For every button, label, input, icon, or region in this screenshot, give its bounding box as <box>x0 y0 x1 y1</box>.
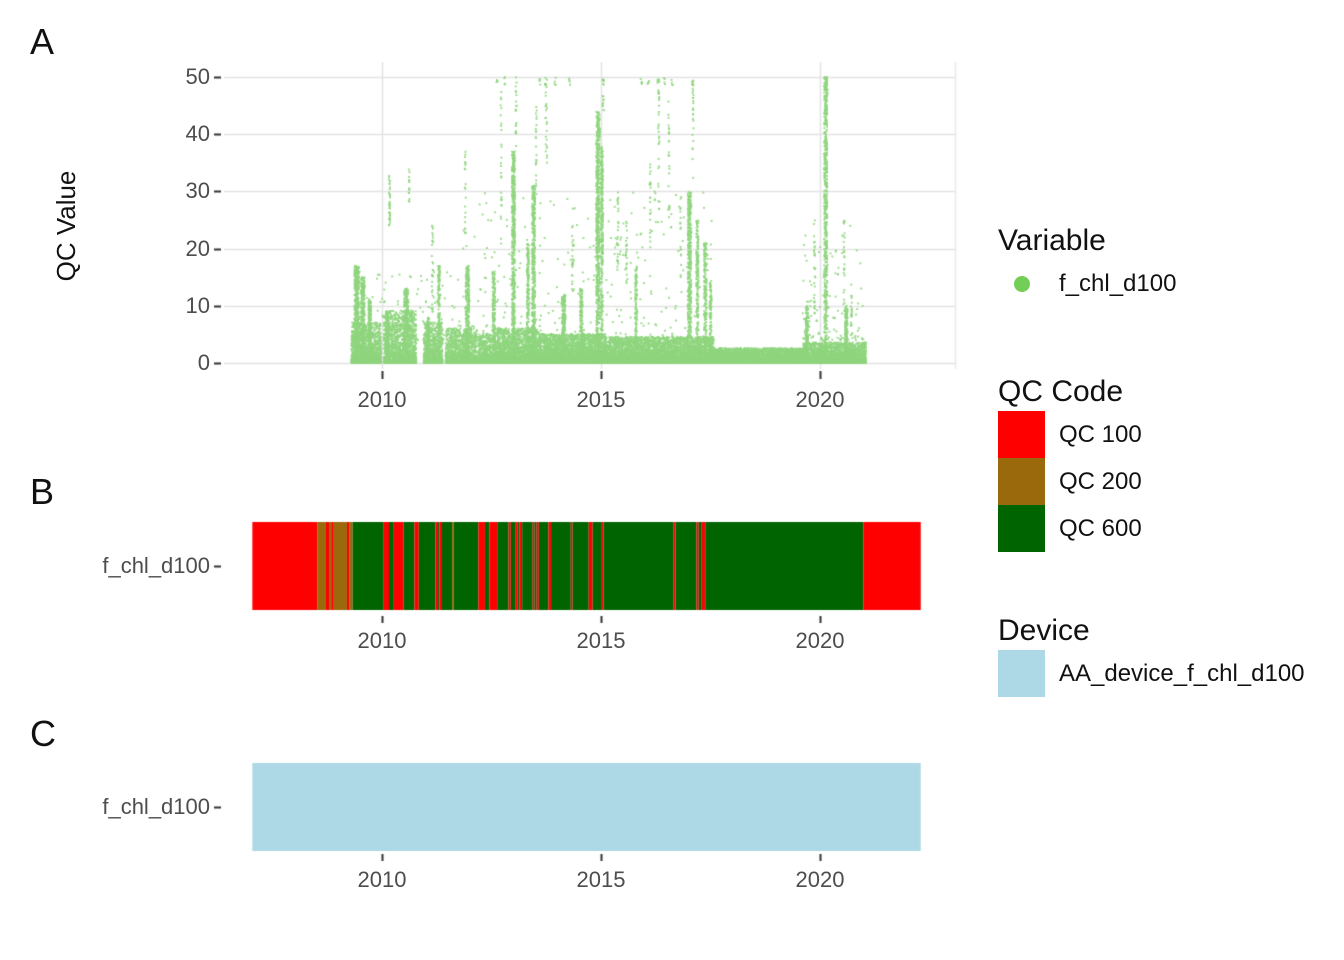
legend-qc-code-title: QC Code <box>998 375 1124 408</box>
panel-b-tag: B <box>30 471 55 512</box>
panel-a-y-tick-label: 30 <box>185 178 210 204</box>
legend-device: Device AA_device_f_chl_d100 <box>998 612 1305 697</box>
panel-c-x-tick-label: 2015 <box>576 867 626 892</box>
panel-a-x-tick-label: 2020 <box>795 387 845 412</box>
panel-c-x-tick-label: 2010 <box>357 867 407 892</box>
legend-variable-item-label: f_chl_d100 <box>1059 269 1177 297</box>
panel-a-tag: A <box>30 21 55 62</box>
variable-dot-icon <box>1013 275 1030 292</box>
legend-qc200-item: QC 200 <box>998 458 1142 505</box>
legend-variable-item: f_chl_d100 <box>998 260 1176 307</box>
legend-device-item: AA_device_f_chl_d100 <box>998 650 1305 697</box>
legend-qc100-item: QC 100 <box>998 411 1142 458</box>
qc200-swatch <box>998 458 1045 505</box>
panel-a-y-tick-label: 40 <box>185 121 210 147</box>
panel-b-x-tick-label: 2010 <box>357 628 407 653</box>
legend-device-item-label: AA_device_f_chl_d100 <box>1059 659 1305 687</box>
legend-qc600-item: QC 600 <box>998 505 1142 552</box>
legend-device-title: Device <box>998 614 1090 647</box>
legend-variable-title: Variable <box>998 224 1106 257</box>
panel-c-x-tick-label: 2020 <box>795 867 845 892</box>
panel-a-y-tick-label: 50 <box>185 64 210 89</box>
legend-qc600-label: QC 600 <box>1059 514 1142 542</box>
qc100-swatch <box>998 411 1045 458</box>
panel-a-x-tick-label: 2015 <box>576 387 626 412</box>
panel-b-row-label: f_chl_d100 <box>102 553 210 578</box>
y-axis-title: QC Value <box>51 170 81 282</box>
legend-qc100-label: QC 100 <box>1059 420 1142 448</box>
panel-c-tag: C <box>30 713 56 754</box>
panel-a-y-tick-label: 0 <box>197 350 210 375</box>
panel-a-x-tick-label: 2010 <box>357 387 407 412</box>
panel-c-row-label: f_chl_d100 <box>102 794 210 819</box>
panel-b-x-tick-label: 2020 <box>795 628 845 653</box>
panel-a-y-tick-label: 10 <box>185 292 210 318</box>
variable-key <box>998 260 1045 307</box>
panel-b-x-tick-label: 2015 <box>576 628 626 653</box>
legend-qc200-label: QC 200 <box>1059 467 1142 495</box>
device-swatch <box>998 650 1045 697</box>
qc600-swatch <box>998 505 1045 552</box>
panel-a-y-tick-label: 20 <box>185 235 210 261</box>
legend-variable: Variable f_chl_d100 <box>998 222 1176 307</box>
legend-qc-code: QC Code QC 100 QC 200 QC 600 <box>998 373 1142 552</box>
